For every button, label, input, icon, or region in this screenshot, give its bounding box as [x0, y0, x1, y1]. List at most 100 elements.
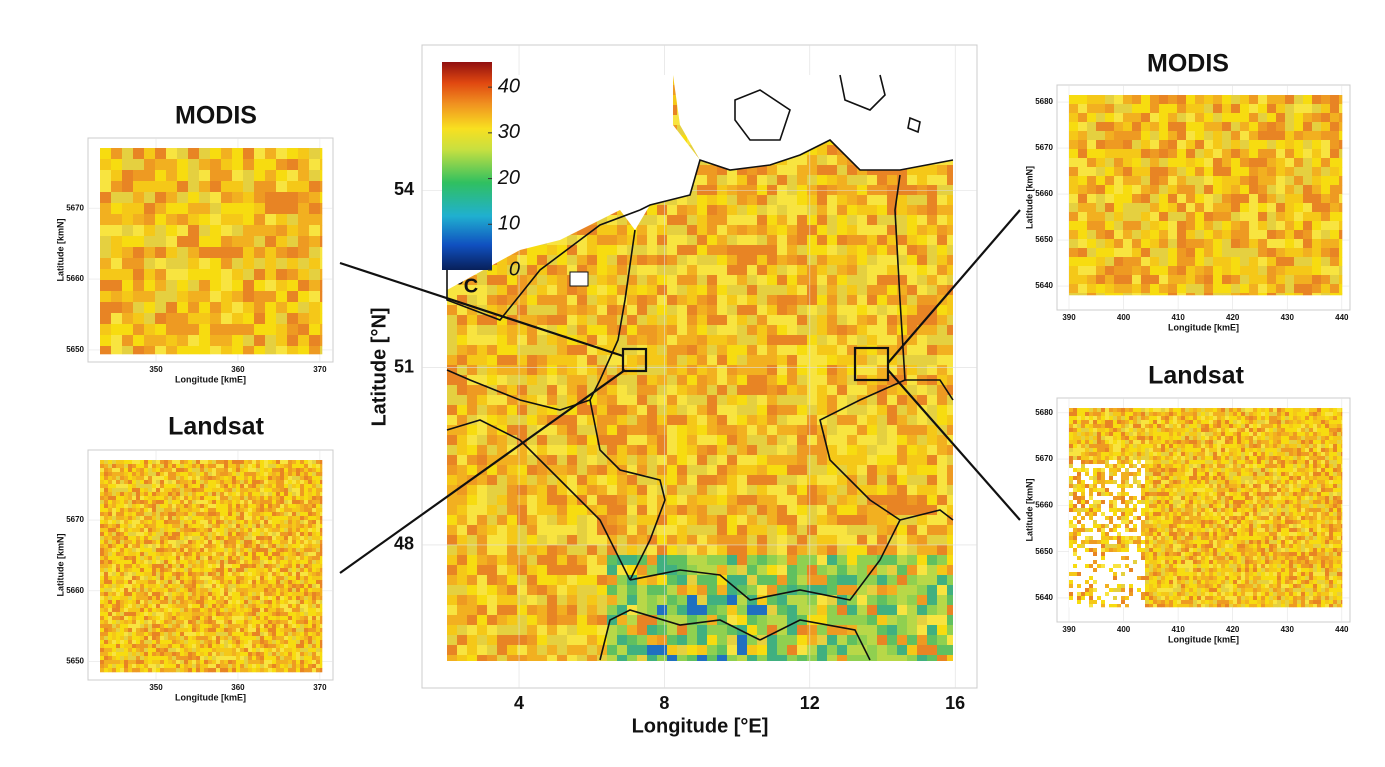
pixel	[477, 495, 488, 506]
pixel	[132, 496, 137, 501]
pixel	[180, 496, 185, 501]
pixel	[817, 275, 828, 286]
pixel	[116, 556, 121, 561]
pixel	[244, 564, 249, 569]
pixel	[204, 512, 209, 517]
pixel	[817, 555, 828, 566]
pixel	[254, 236, 266, 248]
pixel	[166, 203, 178, 215]
pixel	[547, 295, 558, 306]
pixel	[937, 615, 948, 626]
pixel	[757, 405, 768, 416]
pixel	[240, 536, 245, 541]
pixel	[687, 355, 698, 366]
pixel	[128, 536, 133, 541]
pixel	[797, 605, 808, 616]
pixel	[677, 545, 688, 556]
pixel	[607, 345, 618, 356]
connector-line	[887, 369, 1021, 521]
pixel	[272, 544, 277, 549]
pixel	[637, 525, 648, 536]
pixel	[777, 465, 788, 476]
pixel	[208, 476, 213, 481]
pixel	[877, 205, 888, 216]
pixel	[567, 305, 578, 316]
pixel	[132, 492, 137, 497]
pixel	[517, 565, 528, 576]
pixel	[627, 305, 638, 316]
pixel	[797, 595, 808, 606]
pixel	[727, 385, 738, 396]
pixel	[937, 305, 948, 316]
pixel	[767, 485, 778, 496]
pixel	[777, 315, 788, 326]
pixel	[767, 425, 778, 436]
pixel	[212, 520, 217, 525]
pixel	[287, 236, 299, 248]
pixel	[757, 555, 768, 566]
pixel	[188, 492, 193, 497]
pixel	[112, 496, 117, 501]
pixel	[697, 545, 708, 556]
pixel	[176, 464, 181, 469]
pixel	[208, 548, 213, 553]
pixel	[627, 585, 638, 596]
pixel	[155, 291, 167, 303]
pixel	[148, 488, 153, 493]
pixel	[587, 605, 598, 616]
pixel	[497, 295, 508, 306]
pixel	[857, 265, 868, 276]
pixel	[244, 516, 249, 521]
pixel	[104, 544, 109, 549]
pixel	[104, 552, 109, 557]
pixel	[917, 335, 928, 346]
pixel	[687, 365, 698, 376]
pixel	[637, 585, 648, 596]
pixel	[897, 595, 908, 606]
pixel	[447, 475, 458, 486]
pixel	[527, 555, 538, 566]
pixel	[148, 508, 153, 513]
pixel	[667, 265, 678, 276]
pixel	[210, 291, 222, 303]
pixel	[128, 564, 133, 569]
pixel	[577, 255, 588, 266]
pixel	[176, 484, 181, 489]
pixel	[927, 365, 938, 376]
pixel	[200, 548, 205, 553]
pixel	[447, 575, 458, 586]
pixel	[807, 175, 818, 186]
pixel	[128, 528, 133, 533]
pixel	[717, 305, 728, 316]
pixel	[232, 496, 237, 501]
pixel	[607, 395, 618, 406]
pixel	[627, 515, 638, 526]
pixel	[567, 465, 578, 476]
pixel	[817, 605, 828, 616]
pixel	[907, 215, 918, 226]
pixel	[124, 484, 129, 489]
pixel	[807, 405, 818, 416]
pixel	[176, 520, 181, 525]
pixel	[887, 315, 898, 326]
pixel	[196, 524, 201, 529]
pixel	[827, 235, 838, 246]
pixel	[817, 405, 828, 416]
pixel	[677, 195, 688, 206]
pixel	[647, 225, 658, 236]
pixel	[867, 225, 878, 236]
pixel	[155, 170, 167, 182]
pixel	[208, 524, 213, 529]
pixel	[172, 552, 177, 557]
pixel	[757, 575, 768, 586]
pixel	[304, 508, 309, 513]
pixel	[192, 512, 197, 517]
pixel	[184, 556, 189, 561]
pixel	[164, 472, 169, 477]
pixel	[252, 516, 257, 521]
pixel	[144, 280, 156, 292]
pixel	[132, 540, 137, 545]
pixel	[144, 203, 156, 215]
pixel	[697, 245, 708, 256]
pixel	[176, 492, 181, 497]
